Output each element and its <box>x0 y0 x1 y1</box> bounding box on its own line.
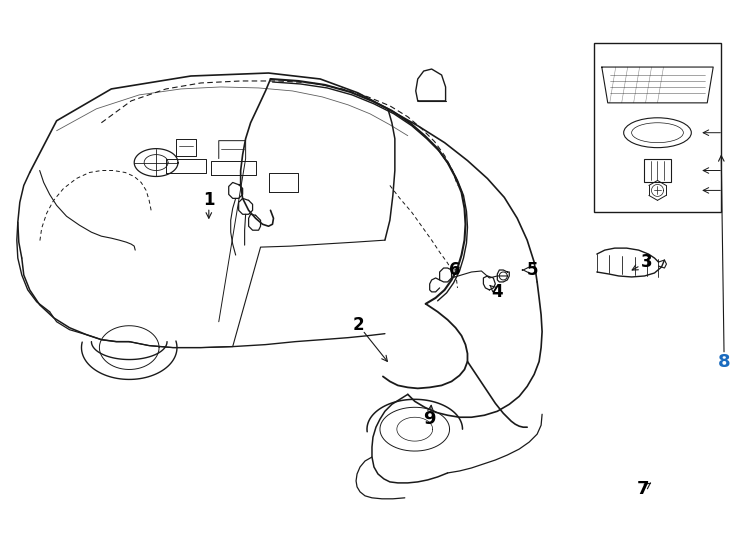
Polygon shape <box>415 69 446 101</box>
Text: 8: 8 <box>718 353 730 370</box>
Text: 5: 5 <box>526 261 538 279</box>
Text: 3: 3 <box>641 253 653 271</box>
Text: 2: 2 <box>352 316 364 334</box>
Polygon shape <box>602 67 713 103</box>
Text: 4: 4 <box>492 283 503 301</box>
Ellipse shape <box>624 118 691 147</box>
Bar <box>644 159 672 183</box>
Text: 9: 9 <box>424 410 436 428</box>
Text: 1: 1 <box>203 191 214 210</box>
Bar <box>594 43 722 212</box>
Text: 7: 7 <box>636 480 649 498</box>
Text: 6: 6 <box>448 261 460 279</box>
Ellipse shape <box>632 123 683 143</box>
